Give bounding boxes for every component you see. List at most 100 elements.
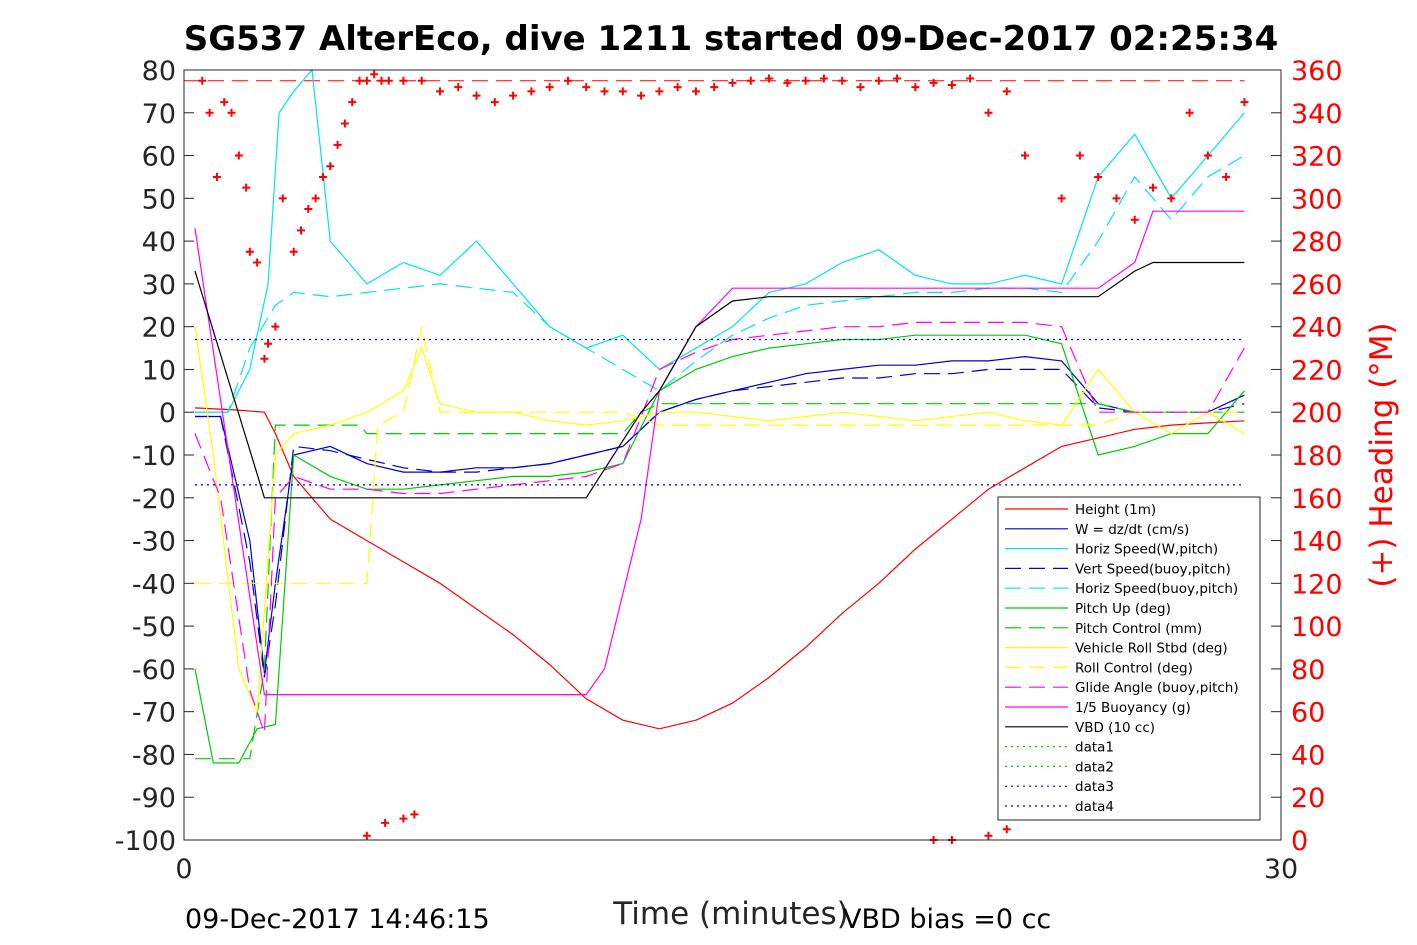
series-line-5 (194, 334, 1245, 764)
heading-point (1057, 194, 1066, 203)
legend-label: Horiz Speed(W,pitch) (1075, 542, 1218, 558)
heading-point (1130, 215, 1139, 224)
heading-point (377, 76, 386, 85)
series-line-11 (194, 261, 1245, 499)
heading-point (563, 76, 572, 85)
heading-point (856, 83, 865, 92)
y-tick-label: 10 (142, 355, 176, 386)
heading-point (582, 83, 591, 92)
right-tick-label: 180 (1291, 441, 1343, 472)
y-tick-label: -20 (132, 484, 176, 515)
y-tick-label: -100 (115, 826, 176, 857)
x-tick-label: 0 (175, 854, 192, 885)
legend-label: Horiz Speed(buoy,pitch) (1075, 581, 1238, 597)
right-tick-label: 0 (1291, 826, 1308, 857)
series-line-7 (194, 326, 1245, 712)
heading-point (1185, 108, 1194, 117)
heading-point (333, 140, 342, 149)
heading-point (655, 87, 664, 96)
heading-point (618, 87, 627, 96)
heading-point (1222, 172, 1231, 181)
series-line-10 (194, 210, 1245, 696)
heading-point (911, 83, 920, 92)
legend-label: data2 (1075, 759, 1114, 775)
heading-point (234, 151, 243, 160)
series-line-3 (195, 368, 1245, 678)
right-tick-label: 300 (1291, 184, 1343, 215)
heading-point (472, 91, 481, 100)
legend-label: Roll Control (deg) (1075, 660, 1193, 676)
right-tick-label: 160 (1291, 484, 1343, 515)
right-tick-label: 20 (1291, 783, 1325, 814)
y-tick-label: 40 (142, 227, 176, 258)
heading-point (264, 339, 273, 348)
legend-label: Vert Speed(buoy,pitch) (1075, 561, 1231, 577)
right-tick-label: 240 (1291, 313, 1343, 344)
y-tick-label: -30 (132, 527, 176, 558)
legend-label: Height (1m) (1075, 502, 1156, 518)
x-axis-label: Time (minutes) (612, 896, 848, 932)
right-tick-label: 140 (1291, 527, 1343, 558)
right-tick-label: 40 (1291, 740, 1325, 771)
heading-point (984, 108, 993, 117)
right-axis-label: (+) Heading (°M) (1364, 322, 1400, 587)
right-tick-label: 260 (1291, 270, 1343, 301)
heading-point (410, 810, 419, 819)
plot-series (194, 68, 1245, 764)
heading-point (227, 108, 236, 117)
heading-point (1203, 151, 1212, 160)
legend-label: W = dz/dt (cm/s) (1075, 522, 1189, 538)
y-tick-label: 50 (142, 184, 176, 215)
heading-point (355, 76, 364, 85)
heading-point (947, 80, 956, 89)
heading-point (271, 322, 280, 331)
heading-point (340, 119, 349, 128)
heading-point (245, 247, 254, 256)
heading-point (205, 108, 214, 117)
heading-point (1002, 87, 1011, 96)
heading-point (1149, 183, 1158, 192)
heading-point (600, 87, 609, 96)
heading-point (966, 74, 975, 83)
heading-point (545, 83, 554, 92)
legend-label: Pitch Control (mm) (1075, 621, 1202, 637)
legend: Height (1m) W = dz/dt (cm/s) Horiz Speed(W… (997, 496, 1261, 821)
heading-point (278, 194, 287, 203)
right-tick-label: 80 (1291, 655, 1325, 686)
heading-point (691, 87, 700, 96)
y-tick-label: -80 (132, 740, 176, 771)
heading-point (348, 98, 357, 107)
y-tick-label: 0 (159, 398, 176, 429)
heading-point (370, 70, 379, 79)
right-tick-label: 220 (1291, 355, 1343, 386)
footer-timestamp: 09-Dec-2017 14:46:15 (185, 904, 490, 935)
series-line-8 (195, 326, 1245, 584)
heading-point (417, 76, 426, 85)
heading-point (1167, 194, 1176, 203)
heading-point (384, 76, 393, 85)
heading-point (399, 76, 408, 85)
right-tick-label: 360 (1291, 56, 1343, 87)
y-tick-label: 20 (142, 313, 176, 344)
y-tick-label: 60 (142, 142, 176, 173)
heading-point (362, 831, 371, 840)
heading-point (318, 172, 327, 181)
right-tick-label: 280 (1291, 227, 1343, 258)
heading-point (362, 76, 371, 85)
heading-point (509, 91, 518, 100)
heading-point (1094, 172, 1103, 181)
heading-point (527, 87, 536, 96)
heading-point (212, 172, 221, 181)
heading-point (1021, 151, 1030, 160)
series-line-4 (195, 155, 1245, 413)
y-tick-label: 30 (142, 270, 176, 301)
heading-point (311, 194, 320, 203)
right-tick-label: 200 (1291, 398, 1343, 429)
heading-point (673, 83, 682, 92)
heading-point (1112, 194, 1121, 203)
y-tick-label: -50 (132, 612, 176, 643)
y-tick-label: -70 (132, 698, 176, 729)
right-tick-label: 120 (1291, 569, 1343, 600)
heading-point (984, 831, 993, 840)
